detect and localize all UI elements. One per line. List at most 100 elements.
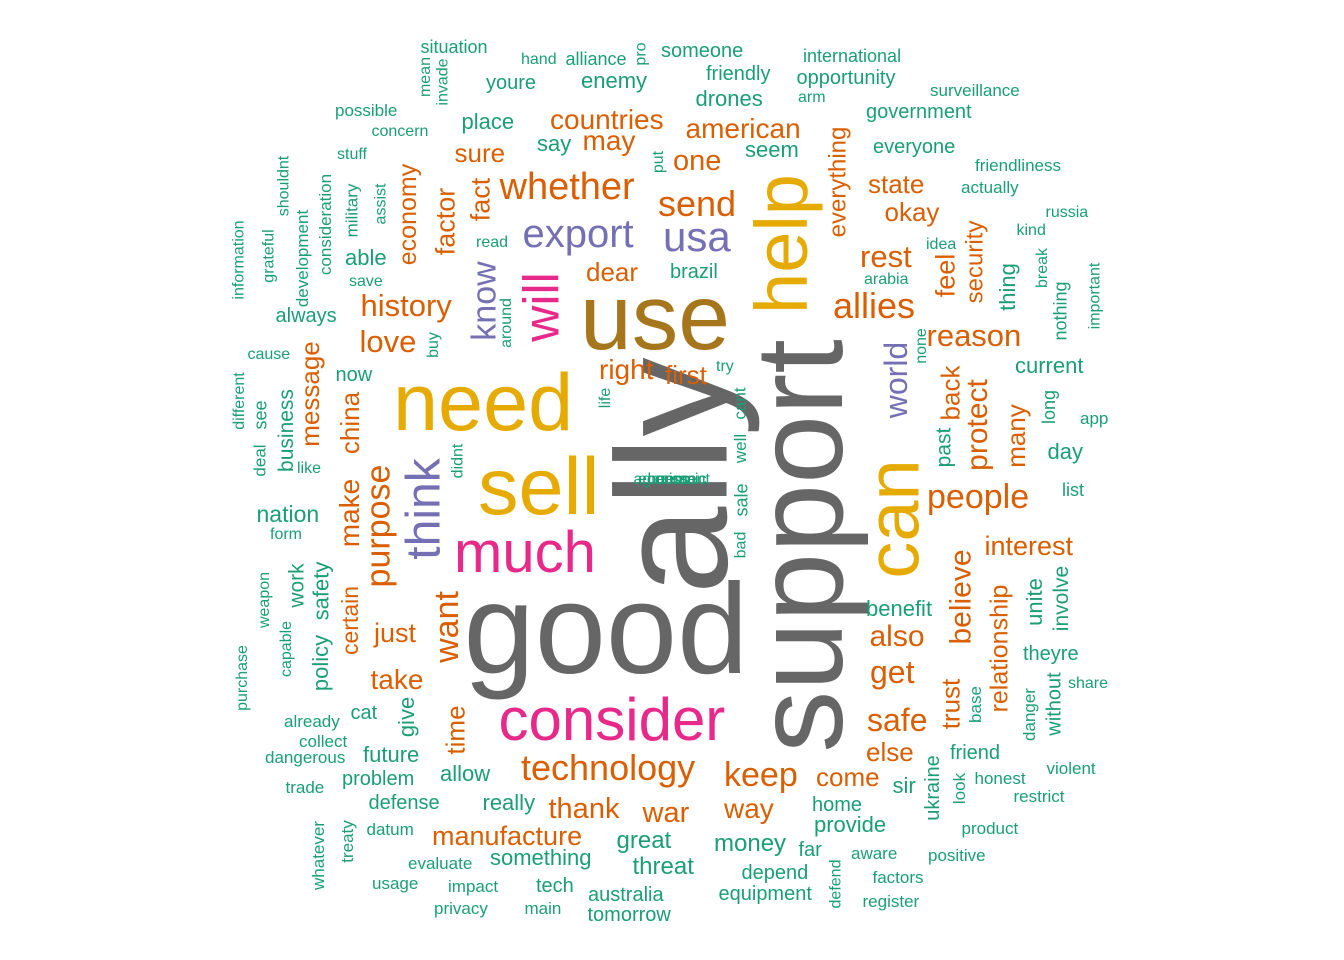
word-sell: sell [478,441,600,532]
word-say: say [537,131,572,156]
word-around: around [497,298,515,348]
word-believe: believe [944,549,978,645]
word-allies: allies [833,285,916,326]
word-use: use [580,264,730,369]
word-always: always [275,305,337,327]
word-friendly: friendly [706,63,771,85]
word-able: able [345,245,387,270]
word-war: war [642,796,690,829]
word-cause: cause [247,346,291,363]
word-different: different [230,372,248,430]
word-danger: danger [1019,687,1039,741]
word-grateful: grateful [260,229,278,283]
word-life: life [597,387,615,409]
word-economy: economy [393,163,422,265]
word-sure: sure [454,138,506,168]
word-kind: kind [1016,222,1046,239]
word-positive: positive [928,845,986,865]
word-government: government [866,101,972,123]
word-privacy: privacy [434,898,488,918]
word-human: human [647,471,697,488]
word-think: think [397,458,451,560]
word-equipment: equipment [718,883,812,905]
word-actually: actually [961,177,1019,197]
word-help: help [739,174,823,314]
word-someone: someone [661,40,744,62]
word-home: home [812,794,863,816]
word-allow: allow [440,761,491,786]
word-much: much [454,520,596,585]
word-weapon: weapon [256,571,274,629]
word-interest: interest [984,530,1074,561]
word-now: now [335,364,373,386]
word-cat: cat [350,702,378,724]
word-make: make [334,478,366,548]
word-future: future [363,742,420,767]
word-concern: concern [371,123,429,140]
word-relationship: relationship [985,584,1014,712]
word-fact: fact [465,177,496,221]
word-assist: assist [371,183,389,225]
word-many: many [1000,404,1031,468]
word-register: register [862,891,920,911]
word-something: something [490,845,592,870]
word-involve: involve [1049,565,1073,631]
word-arm: arm [798,89,826,106]
word-australia: australia [588,884,664,906]
word-agreement: agreement [633,471,711,488]
word-base: base [965,685,985,723]
word-app: app [1080,408,1109,428]
word-state: state [868,169,925,199]
word-form: form [270,526,302,543]
word-consideration: consideration [315,173,335,275]
word-feel: feel [930,253,961,297]
word-usage: usage [372,873,419,893]
word-technology: technology [521,747,696,788]
word-also: also [869,620,925,653]
word-whether: whether [499,166,635,208]
word-none: none [912,328,930,364]
word-come: come [816,762,880,792]
word-evaluate: evaluate [408,853,473,873]
word-reason: reason [926,317,1022,353]
word-policy: policy [308,634,334,692]
word-usa: usa [663,213,731,260]
word-support: support [730,339,869,753]
word-mean: mean [417,56,435,98]
word-money: money [714,830,787,857]
word-drones: drones [695,86,763,111]
word-youre: youre [486,72,537,94]
word-countries: countries [550,104,664,135]
word-send: send [658,183,737,224]
word-dear: dear [586,257,639,287]
word-factor: factor [430,187,461,255]
word-break: break [1034,247,1052,289]
word-get: get [870,654,915,690]
word-honest: honest [974,768,1026,788]
word-thank: thank [548,792,620,825]
word-stuff: stuff [337,146,367,163]
word-export: export [522,212,634,256]
word-hand: hand [521,51,557,68]
word-way: way [724,793,774,824]
word-give: give [394,696,420,738]
word-history: history [360,287,452,323]
word-dangerous: dangerous [265,747,346,767]
word-past: past [932,427,956,467]
word-pro: pro [632,42,650,66]
word-everything: everything [823,126,851,238]
word-security: security [960,220,988,304]
word-know: know [465,261,504,341]
word-already: already [284,711,340,731]
word-factors: factors [872,867,924,887]
word-first: first [665,360,707,390]
word-defend: defend [826,859,844,909]
word-nation: nation [256,500,320,527]
word-development: development [292,209,312,307]
word-seem: seem [745,137,799,162]
word-benefit: benefit [866,596,933,621]
word-see: see [250,400,271,430]
word-information: information [230,220,248,300]
word-defense: defense [368,792,440,814]
